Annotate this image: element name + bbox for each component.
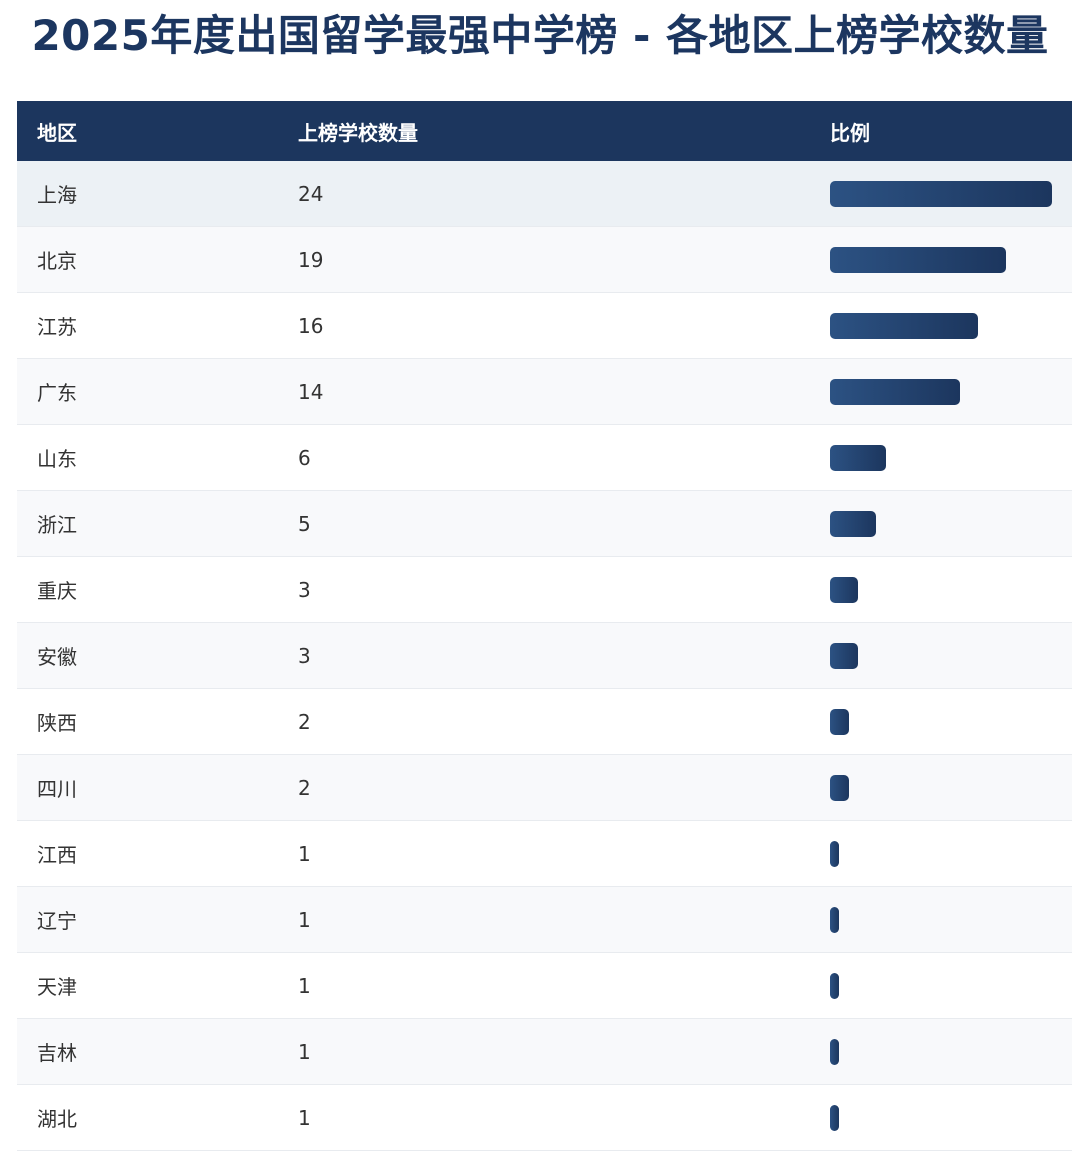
region-cell: 辽宁 [17, 886, 298, 953]
count-cell: 3 [298, 622, 830, 689]
count-cell: 1 [298, 1084, 830, 1151]
table-header: 地区 上榜学校数量 比例 [17, 101, 1072, 161]
ratio-cell [830, 820, 1072, 887]
count-cell: 2 [298, 754, 830, 821]
table-row: 重庆 3 [17, 556, 1072, 623]
region-cell: 山东 [17, 424, 298, 491]
ratio-cell [830, 424, 1072, 491]
region-cell: 天津 [17, 952, 298, 1019]
table-row: 山东 6 [17, 424, 1072, 491]
region-cell: 陕西 [17, 688, 298, 755]
region-cell: 江苏 [17, 292, 298, 359]
ratio-bar [830, 444, 886, 471]
count-cell: 24 [298, 161, 830, 227]
table-row: 湖北 1 [17, 1084, 1072, 1151]
ratio-cell [830, 886, 1072, 953]
count-cell: 16 [298, 292, 830, 359]
count-cell: 2 [298, 688, 830, 755]
region-cell: 吉林 [17, 1018, 298, 1085]
ratio-bar [830, 708, 849, 735]
region-cell: 四川 [17, 754, 298, 821]
ratio-bar [830, 510, 877, 537]
table-row: 江西 1 [17, 820, 1072, 887]
region-cell: 广东 [17, 358, 298, 425]
page-title: 2025年度出国留学最强中学榜 - 各地区上榜学校数量 [31, 11, 1049, 60]
ratio-bar [830, 576, 858, 603]
ratio-bar [830, 774, 849, 801]
ratio-cell [830, 490, 1072, 557]
ratio-bar [830, 1104, 840, 1131]
table-row: 陕西 2 [17, 688, 1072, 755]
ratio-bar [830, 972, 840, 999]
ratio-bar [830, 378, 960, 405]
ratio-bar [830, 642, 858, 669]
table-body: 上海 24 北京 19 江苏 16 广东 14 山东 6 浙江 5 重庆 3 安… [17, 161, 1072, 1151]
count-cell: 6 [298, 424, 830, 491]
table-row: 北京 19 [17, 226, 1072, 293]
table-row: 上海 24 [17, 161, 1072, 227]
region-cell: 湖北 [17, 1084, 298, 1151]
table-row: 四川 2 [17, 754, 1072, 821]
ratio-bar [830, 180, 1052, 207]
count-cell: 1 [298, 952, 830, 1019]
ratio-cell [830, 226, 1072, 293]
region-cell: 北京 [17, 226, 298, 293]
region-cell: 安徽 [17, 622, 298, 689]
count-cell: 1 [298, 886, 830, 953]
table-row: 浙江 5 [17, 490, 1072, 557]
count-cell: 14 [298, 358, 830, 425]
count-cell: 19 [298, 226, 830, 293]
region-cell: 浙江 [17, 490, 298, 557]
ratio-bar [830, 840, 840, 867]
count-cell: 3 [298, 556, 830, 623]
count-cell: 5 [298, 490, 830, 557]
header-ratio: 比例 [830, 101, 1072, 161]
ratio-cell [830, 754, 1072, 821]
ratio-cell [830, 1018, 1072, 1085]
header-region: 地区 [17, 101, 298, 161]
count-cell: 1 [298, 820, 830, 887]
ratio-bar [830, 906, 840, 933]
table-row: 天津 1 [17, 952, 1072, 1019]
ratio-cell [830, 292, 1072, 359]
ratio-cell [830, 358, 1072, 425]
table-row: 江苏 16 [17, 292, 1072, 359]
table-row: 广东 14 [17, 358, 1072, 425]
table-row: 辽宁 1 [17, 886, 1072, 953]
region-cell: 上海 [17, 161, 298, 227]
ratio-cell [830, 1084, 1072, 1151]
ratio-cell [830, 161, 1072, 227]
ratio-bar [830, 246, 1006, 273]
ratio-cell [830, 952, 1072, 1019]
ratio-bar [830, 312, 978, 339]
table-row: 安徽 3 [17, 622, 1072, 689]
ratio-cell [830, 556, 1072, 623]
region-cell: 江西 [17, 820, 298, 887]
ratio-bar [830, 1038, 840, 1065]
ratio-cell [830, 688, 1072, 755]
count-cell: 1 [298, 1018, 830, 1085]
ratio-cell [830, 622, 1072, 689]
region-cell: 重庆 [17, 556, 298, 623]
region-table: 地区 上榜学校数量 比例 上海 24 北京 19 江苏 16 广东 14 山东 … [17, 101, 1072, 1151]
table-row: 吉林 1 [17, 1018, 1072, 1085]
header-count: 上榜学校数量 [298, 101, 830, 161]
